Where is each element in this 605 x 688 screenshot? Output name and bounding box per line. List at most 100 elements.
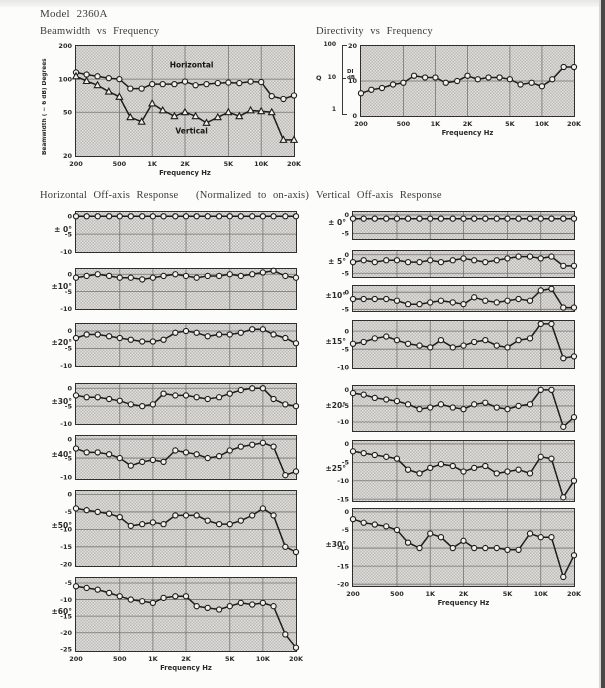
svg-text:500: 500 [397, 120, 411, 128]
beamwidth-chart-plot: 200 100 50 20 200 500 1K 2K 5K 10K 20K Frequency Hz… [58, 42, 302, 177]
q-axis-tick-100: 100 [323, 41, 336, 48]
svg-text:-5: -5 [65, 579, 73, 587]
svg-text:5K: 5K [225, 655, 236, 663]
svg-text:Horizontal: Horizontal [170, 60, 214, 69]
svg-text:20K: 20K [567, 120, 582, 128]
v5-angle-label: ± 5° [328, 257, 346, 266]
svg-text:-25: -25 [60, 646, 72, 654]
svg-text:-5: -5 [65, 402, 73, 410]
di-axis-label: DI dB [347, 69, 355, 81]
svg-text:-5: -5 [342, 526, 350, 534]
svg-text:-10: -10 [60, 305, 72, 313]
svg-text:0: 0 [344, 440, 349, 448]
svg-text:0: 0 [352, 112, 357, 120]
svg-text:-10: -10 [337, 418, 349, 426]
svg-text:1K: 1K [147, 160, 158, 168]
svg-text:50: 50 [63, 108, 73, 116]
svg-text:500: 500 [390, 590, 404, 598]
q-axis-label: Q [316, 74, 322, 82]
svg-text:0: 0 [344, 508, 349, 516]
svg-text:0: 0 [67, 384, 72, 392]
model-title: Model 2360A [40, 8, 108, 20]
svg-text:-10: -10 [60, 420, 72, 428]
directivity-chart-plot: 20 10 0 200 500 1K 2K 5K 10K 20K Frequency Hz [348, 42, 582, 137]
v0-angle-label: ± 0° [328, 218, 346, 227]
svg-text:20K: 20K [287, 160, 302, 168]
svg-text:2K: 2K [180, 160, 191, 168]
horizontal-30deg-plot: 0 -5 -10 [60, 383, 300, 428]
horizontal-60deg-plot: -5 -10 -15 -20 -25 200 500 1K 2K 5K 10K 20K Frequenc… [60, 577, 304, 672]
h60-angle-label: ±60° [51, 607, 72, 616]
svg-text:10K: 10K [534, 590, 549, 598]
svg-text:100: 100 [58, 75, 72, 83]
horizontal-offaxis-section-note: (Normalized to on-axis) [196, 190, 310, 201]
svg-text:-5: -5 [65, 288, 73, 296]
h10-angle-label: ±10° [51, 282, 72, 291]
svg-text:-5: -5 [342, 305, 350, 313]
svg-text:0: 0 [344, 211, 349, 219]
svg-text:1K: 1K [431, 120, 442, 128]
svg-text:-5: -5 [342, 345, 350, 353]
svg-text:Frequency Hz: Frequency Hz [438, 599, 490, 607]
svg-text:-10: -10 [337, 477, 349, 485]
svg-text:20: 20 [348, 42, 358, 50]
h50-angle-label: ±50° [51, 521, 72, 530]
svg-text:0: 0 [344, 327, 349, 335]
svg-text:2K: 2K [181, 655, 192, 663]
svg-text:Frequency Hz: Frequency Hz [442, 129, 494, 137]
di-axis-label-line2: dB [347, 74, 355, 81]
svg-text:1K: 1K [425, 590, 436, 598]
directivity-chart-title: Directivity vs Frequency [316, 26, 433, 37]
horizontal-20deg-plot: 0 -5 -10 [60, 323, 300, 370]
svg-text:-10: -10 [60, 596, 72, 604]
q-axis-mid-tick [342, 78, 346, 79]
svg-text:0: 0 [344, 386, 349, 394]
v10-angle-label: ±10° [325, 291, 346, 300]
svg-text:-15: -15 [337, 495, 349, 503]
svg-text:0: 0 [67, 212, 72, 220]
svg-text:0: 0 [67, 435, 72, 443]
svg-text:10: 10 [348, 77, 358, 85]
beamwidth-y-axis-label: Beamwidth ( − 6 dB) Degrees [42, 58, 48, 155]
q-axis-bracket [342, 45, 347, 115]
svg-text:-10: -10 [60, 473, 72, 481]
horizontal-40deg-plot: 0 -5 -10 [60, 435, 300, 481]
svg-text:500: 500 [113, 160, 127, 168]
vertical-15deg-plot: 0 -5 -10 [337, 320, 578, 371]
di-axis-label-line1: DI [347, 69, 354, 75]
vertical-10deg-plot: 0 -5 [342, 285, 578, 313]
svg-text:Frequency Hz: Frequency Hz [160, 664, 212, 672]
svg-text:5K: 5K [503, 590, 514, 598]
svg-text:200: 200 [69, 160, 83, 168]
svg-text:20K: 20K [289, 655, 304, 663]
svg-text:10K: 10K [254, 160, 269, 168]
svg-text:200: 200 [354, 120, 368, 128]
svg-text:10K: 10K [535, 120, 550, 128]
svg-text:Frequency Hz: Frequency Hz [159, 169, 211, 177]
svg-text:0: 0 [67, 491, 72, 499]
horizontal-10deg-plot: 0 -5 -10 [60, 267, 300, 313]
svg-text:200: 200 [346, 590, 360, 598]
svg-text:5K: 5K [505, 120, 516, 128]
svg-text:-10: -10 [337, 544, 349, 552]
svg-text:5K: 5K [224, 160, 235, 168]
svg-text:20K: 20K [567, 590, 582, 598]
q-axis-tick-1: 1 [331, 106, 336, 113]
scan-right-edge-soft [599, 0, 601, 688]
h20-angle-label: ±20° [51, 338, 72, 347]
vertical-5deg-plot: 0 -5 [342, 250, 578, 278]
scan-top-edge [0, 0, 605, 7]
svg-text:0: 0 [344, 251, 349, 259]
svg-text:20: 20 [63, 152, 73, 160]
horizontal-offaxis-section-title: Horizontal Off-axis Response [40, 190, 179, 201]
svg-text:0: 0 [67, 327, 72, 335]
h40-angle-label: ±40° [51, 450, 72, 459]
svg-text:500: 500 [113, 655, 127, 663]
svg-text:-5: -5 [65, 345, 73, 353]
svg-text:-5: -5 [342, 402, 350, 410]
v20-angle-label: ±20° [325, 401, 346, 410]
svg-text:-5: -5 [342, 230, 350, 238]
svg-text:-5: -5 [65, 454, 73, 462]
svg-text:Vertical: Vertical [175, 127, 207, 136]
